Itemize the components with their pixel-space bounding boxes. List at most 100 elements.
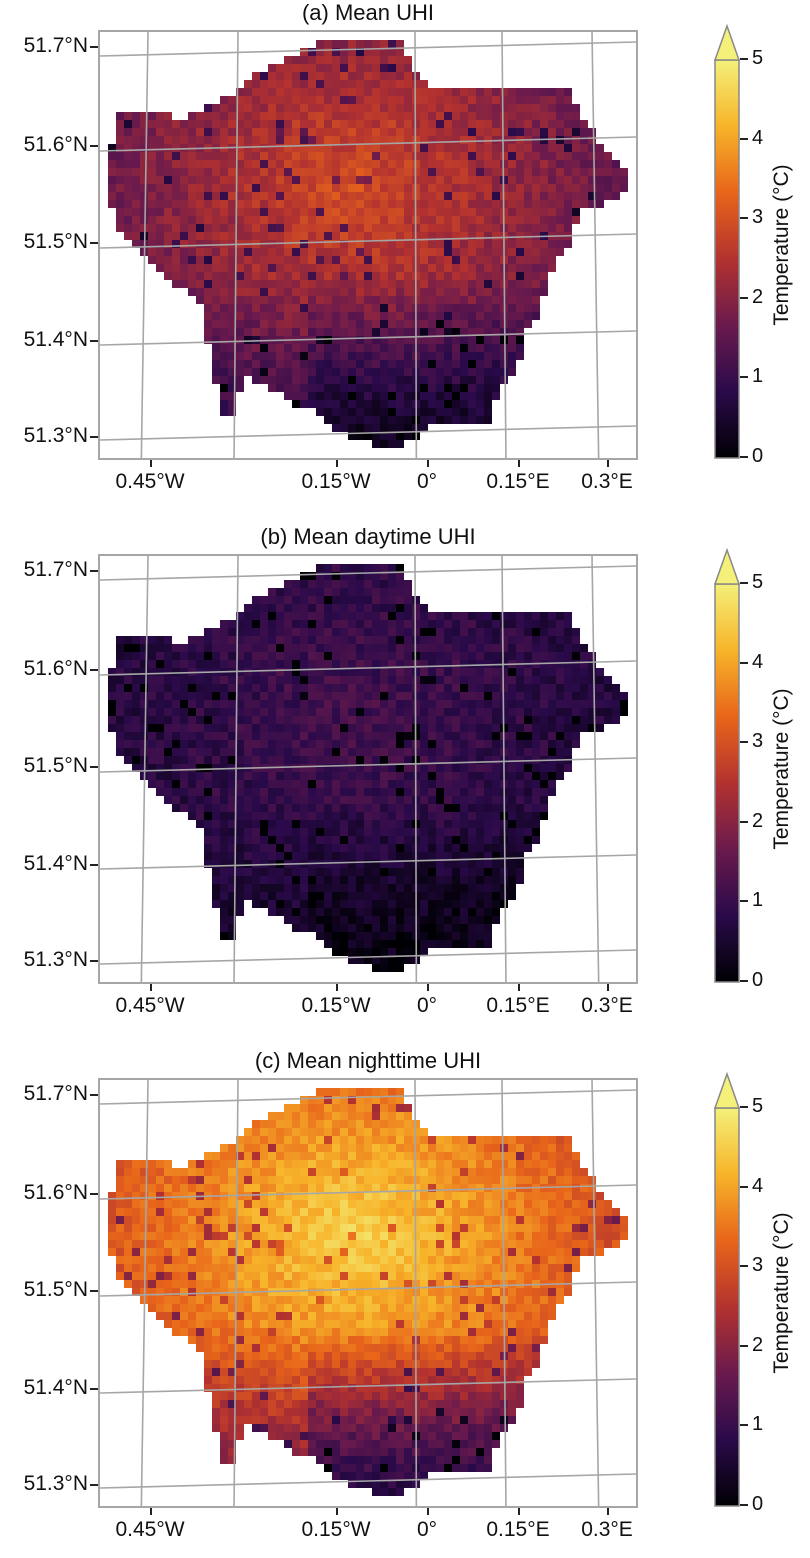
heatmap-cell: [268, 828, 276, 836]
heatmap-cell: [140, 716, 148, 724]
heatmap-cell: [196, 168, 204, 176]
heatmap-cell: [476, 408, 484, 416]
heatmap-cell: [212, 168, 220, 176]
heatmap-cell: [164, 1192, 172, 1200]
heatmap-cell: [588, 136, 596, 144]
heatmap-cell: [548, 168, 556, 176]
heatmap-cell: [340, 264, 348, 272]
heatmap-cell: [140, 636, 148, 644]
heatmap-cell: [420, 112, 428, 120]
heatmap-cell: [444, 256, 452, 264]
heatmap-cell: [420, 892, 428, 900]
heatmap-cell: [356, 860, 364, 868]
heatmap-cell: [364, 168, 372, 176]
heatmap-cell: [500, 152, 508, 160]
heatmap-cell: [508, 716, 516, 724]
heatmap-cell: [340, 932, 348, 940]
heatmap-cell: [332, 628, 340, 636]
heatmap-cell: [396, 748, 404, 756]
heatmap-cell: [228, 932, 236, 940]
heatmap-cell: [428, 668, 436, 676]
heatmap-cell: [364, 1160, 372, 1168]
heatmap-cell: [204, 304, 212, 312]
heatmap-cell: [236, 628, 244, 636]
heatmap-cell: [548, 724, 556, 732]
lat-label: 51.5°N: [23, 230, 88, 253]
heatmap-cell: [348, 1096, 356, 1104]
heatmap-cell: [540, 644, 548, 652]
heatmap-cell: [348, 1104, 356, 1112]
heatmap-cell: [340, 1200, 348, 1208]
heatmap-cell: [284, 128, 292, 136]
heatmap-cell: [444, 1168, 452, 1176]
heatmap-cell: [356, 312, 364, 320]
heatmap-cell: [596, 176, 604, 184]
heatmap-cell: [180, 740, 188, 748]
heatmap-cell: [380, 716, 388, 724]
heatmap-cell: [420, 692, 428, 700]
heatmap-cell: [388, 368, 396, 376]
heatmap-cell: [332, 668, 340, 676]
heatmap-cell: [364, 376, 372, 384]
heatmap-cell: [388, 900, 396, 908]
heatmap-cell: [372, 900, 380, 908]
heatmap-cell: [396, 64, 404, 72]
heatmap-cell: [276, 1128, 284, 1136]
heatmap-cell: [268, 748, 276, 756]
heatmap-cell: [316, 272, 324, 280]
heatmap-cell: [420, 208, 428, 216]
heatmap-cell: [228, 748, 236, 756]
lat-label: 51.7°N: [23, 558, 88, 581]
heatmap-cell: [180, 256, 188, 264]
heatmap-cell: [308, 376, 316, 384]
heatmap-cell: [572, 740, 580, 748]
heatmap-cell: [372, 692, 380, 700]
heatmap-cell: [364, 756, 372, 764]
heatmap-cell: [372, 596, 380, 604]
heatmap-cell: [292, 1144, 300, 1152]
heatmap-cell: [548, 208, 556, 216]
heatmap-cell: [348, 104, 356, 112]
heatmap-cell: [332, 136, 340, 144]
heatmap-cell: [260, 224, 268, 232]
heatmap-cell: [244, 892, 252, 900]
heatmap-cell: [492, 240, 500, 248]
heatmap-cell: [316, 788, 324, 796]
heatmap-cell: [268, 248, 276, 256]
heatmap-cell: [268, 208, 276, 216]
heatmap-cell: [196, 820, 204, 828]
heatmap-cell: [164, 676, 172, 684]
heatmap-cell: [572, 692, 580, 700]
heatmap-cell: [460, 328, 468, 336]
heatmap-cell: [228, 636, 236, 644]
heatmap-cell: [476, 128, 484, 136]
heatmap-cell: [516, 1160, 524, 1168]
heatmap-cell: [540, 700, 548, 708]
heatmap-cell: [532, 636, 540, 644]
heatmap-cell: [172, 1200, 180, 1208]
heatmap-cell: [444, 684, 452, 692]
heatmap-cell: [372, 184, 380, 192]
heatmap-cell: [308, 200, 316, 208]
heatmap-cell: [244, 1136, 252, 1144]
heatmap-cell: [436, 844, 444, 852]
heatmap-cell: [364, 304, 372, 312]
heatmap-cell: [300, 636, 308, 644]
heatmap-cell: [188, 216, 196, 224]
heatmap-cell: [364, 804, 372, 812]
heatmap-cell: [604, 160, 612, 168]
heatmap-cell: [172, 240, 180, 248]
heatmap-cell: [284, 700, 292, 708]
heatmap-cell: [220, 684, 228, 692]
heatmap-cell: [492, 876, 500, 884]
heatmap-cell: [300, 280, 308, 288]
heatmap-cell: [316, 772, 324, 780]
lat-tick: [90, 145, 98, 147]
lon-gridline: [501, 556, 507, 982]
heatmap-cell: [108, 152, 116, 160]
heatmap-cell: [196, 232, 204, 240]
heatmap-cell: [380, 788, 388, 796]
heatmap-cell: [244, 652, 252, 660]
heatmap-cell: [500, 628, 508, 636]
heatmap-cell: [276, 128, 284, 136]
